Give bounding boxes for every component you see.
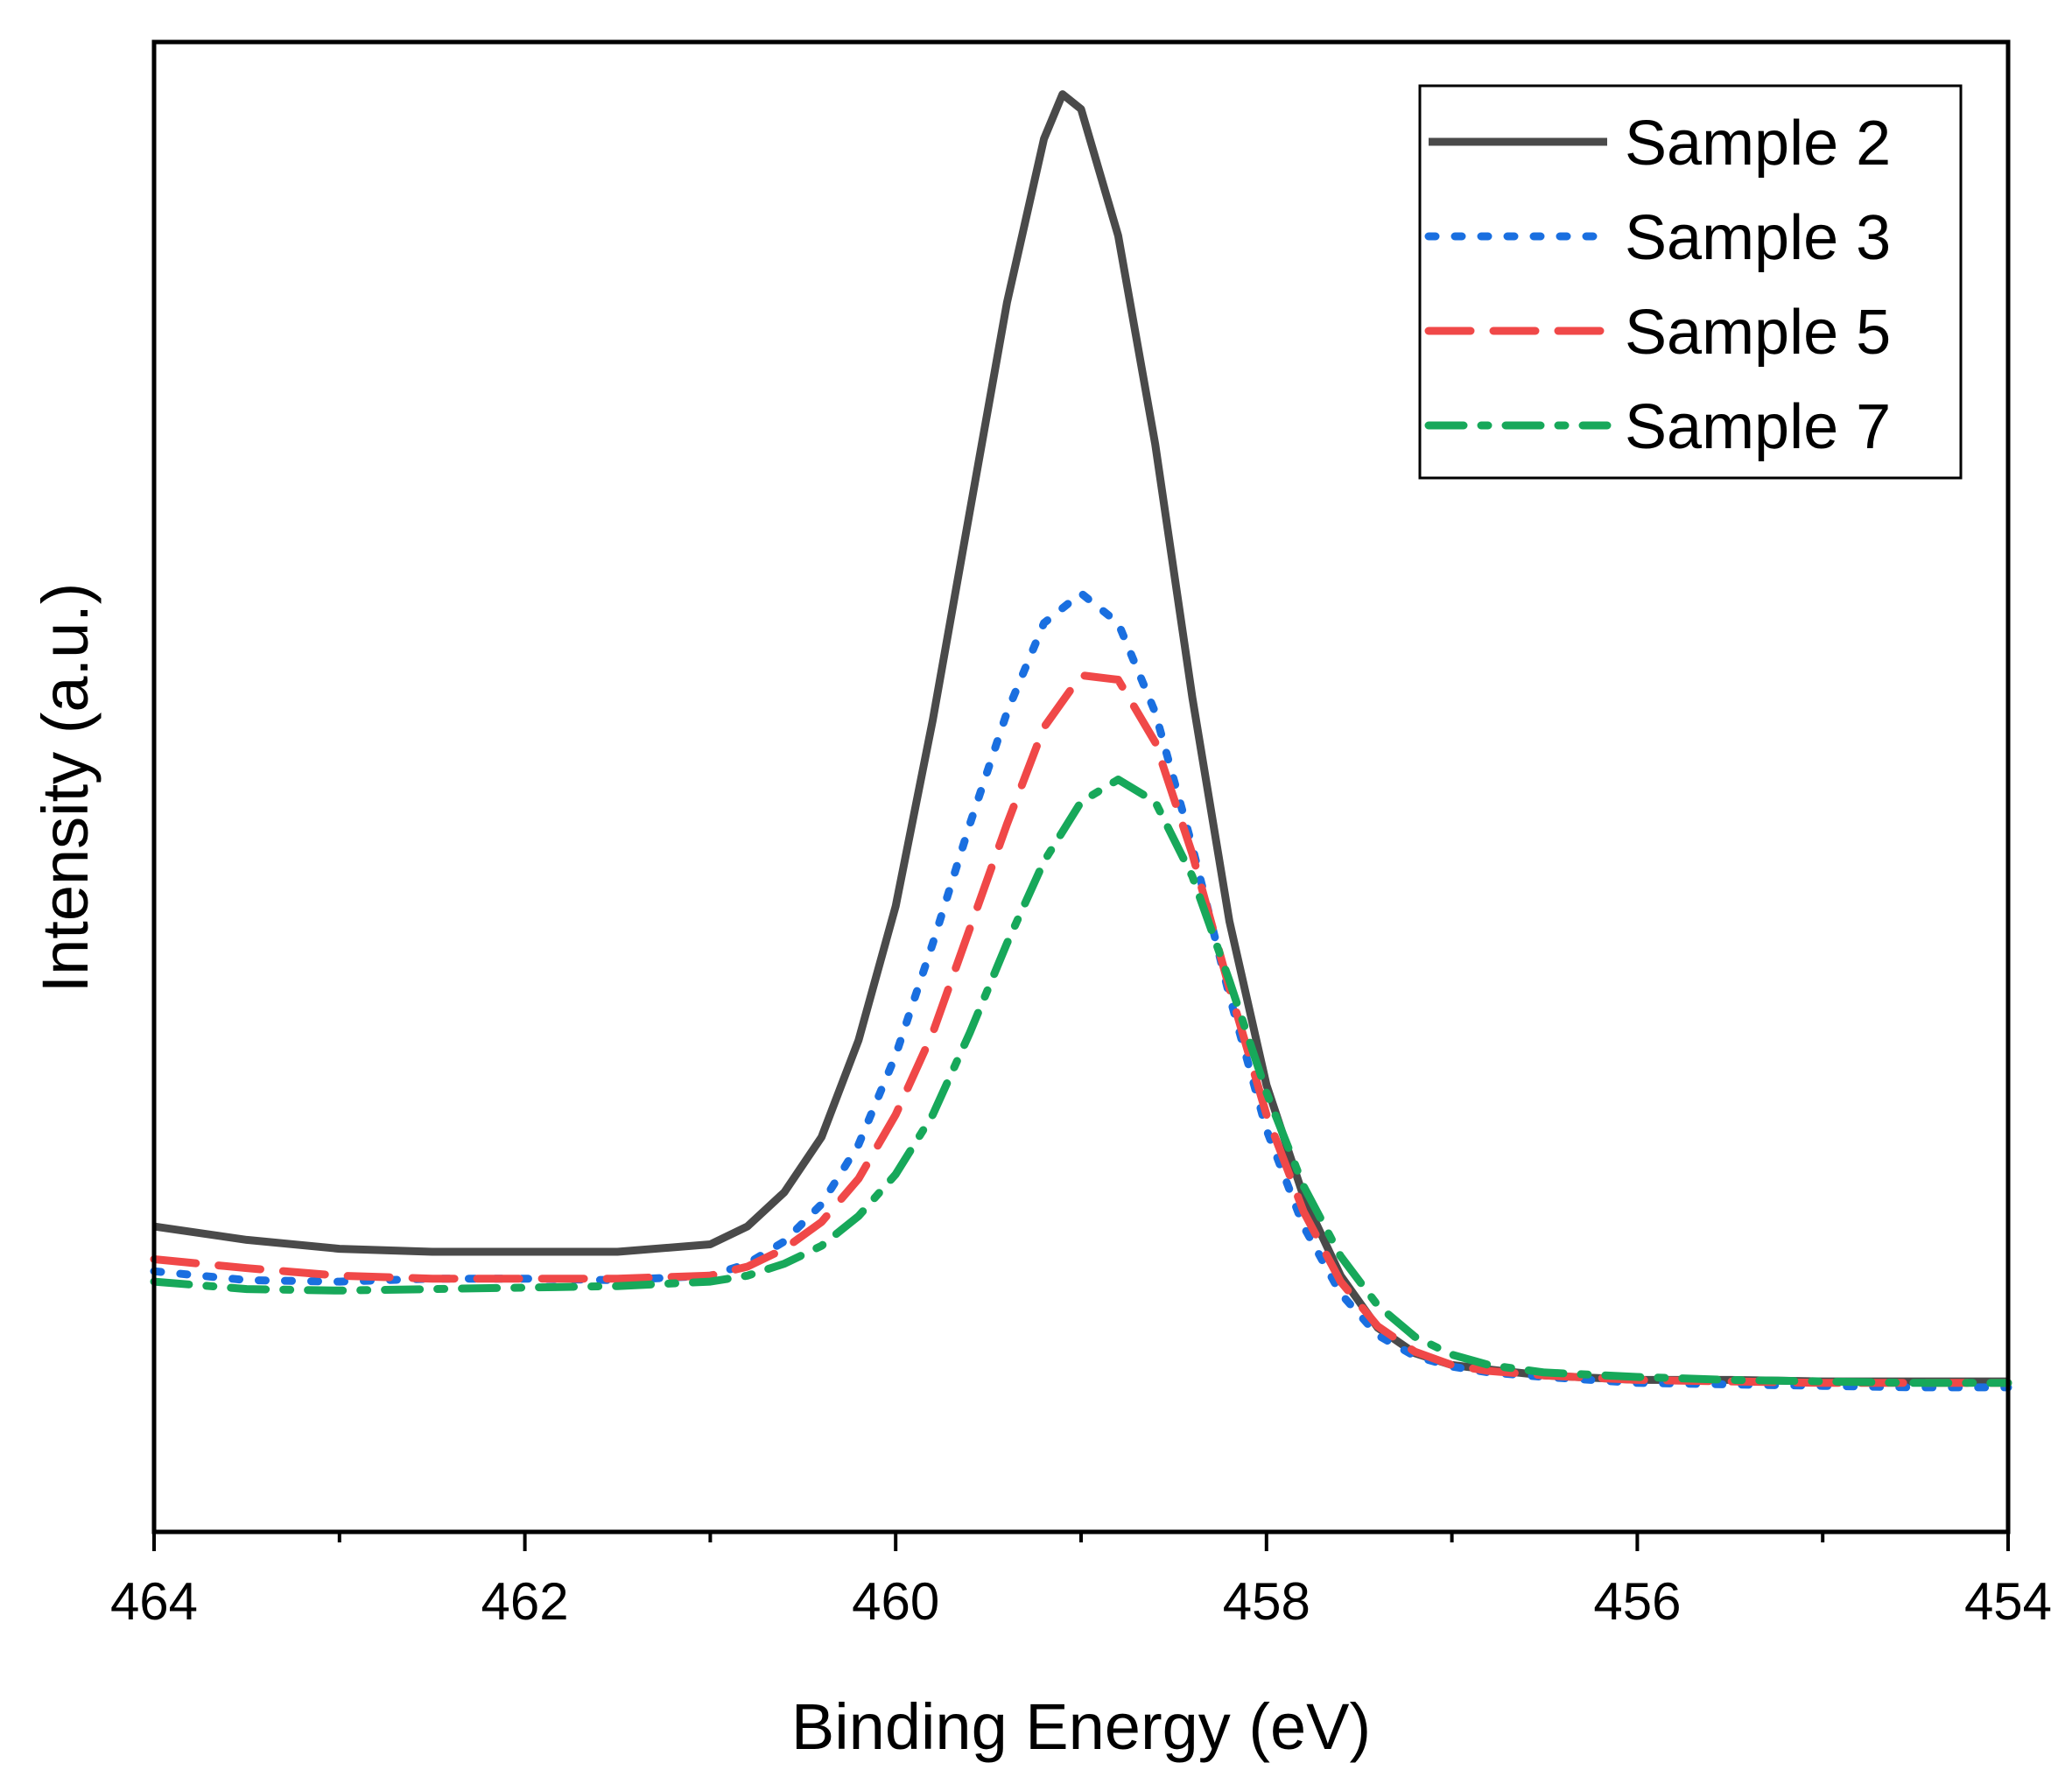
- x-tick-label: 458: [1223, 1572, 1310, 1631]
- legend-box: [1418, 84, 1963, 480]
- legend: Sample 2 Sample 3 Sample 5 Sample 7: [1418, 84, 1963, 480]
- x-axis: 464 462 460 458 456 454: [110, 1532, 2052, 1631]
- series-line-3: [150, 671, 2012, 1387]
- x-tick-label: 454: [1964, 1572, 2052, 1631]
- legend-label-1: Sample 2: [1625, 109, 1891, 179]
- legend-label-4: Sample 7: [1625, 392, 1891, 462]
- x-tick-label: 456: [1593, 1572, 1681, 1631]
- x-tick-label: 460: [852, 1572, 939, 1631]
- y-axis-title: Intensity (a.u.): [29, 583, 102, 994]
- series-layer: [150, 90, 2012, 1392]
- series-line-4: [150, 776, 2012, 1387]
- x-axis-title: Binding Energy (eV): [791, 1690, 1371, 1763]
- x-tick-label: 462: [481, 1572, 569, 1631]
- legend-label-3: Sample 5: [1625, 298, 1891, 368]
- x-tick-label: 464: [110, 1572, 198, 1631]
- legend-label-2: Sample 3: [1625, 203, 1891, 273]
